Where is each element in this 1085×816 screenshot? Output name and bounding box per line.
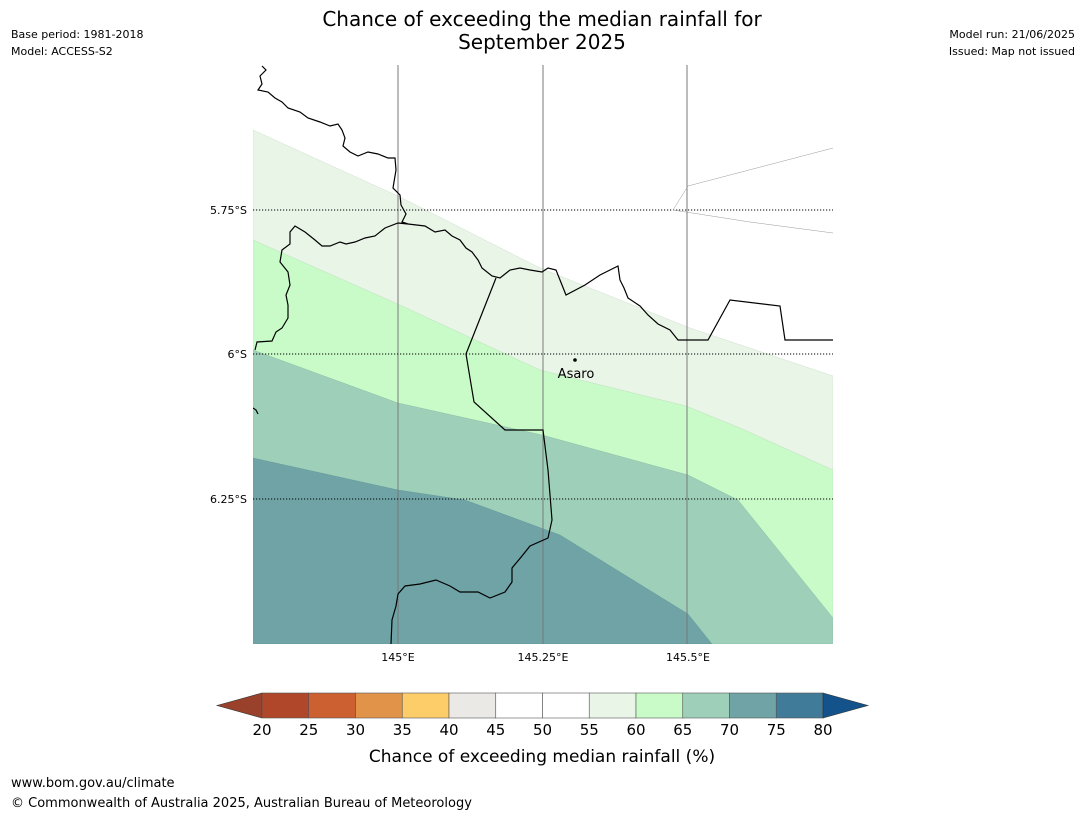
colorbar-tick-label: 55: [580, 721, 599, 739]
colorbar-segment: [495, 692, 543, 719]
model-run-text: Model run: 21/06/2025: [949, 28, 1075, 41]
rainfall-map: Asaro 5.75°S 6°S 6.25°S 145°E 145.25°E 1…: [210, 65, 833, 664]
lon-label-145-25: 145.25°E: [518, 651, 569, 664]
colorbar-tick-label: 45: [486, 721, 505, 739]
colorbar-tick-label: 20: [252, 721, 271, 739]
colorbar-segments: [215, 692, 870, 719]
place-marker: [573, 358, 577, 362]
colorbar-tick-label: 75: [767, 721, 786, 739]
colorbar-tick-label: 30: [346, 721, 365, 739]
colorbar-segment: [308, 692, 356, 719]
base-period-text: Base period: 1981-2018: [11, 28, 144, 41]
lat-label-6-25: 6.25°S: [210, 493, 247, 506]
colorbar-tick-label: 70: [720, 721, 739, 739]
map-title-line2: September 2025: [458, 30, 626, 54]
colorbar-segment: [729, 692, 777, 719]
colorbar-ticks: 20 25 30 35 40 45 50 55 60 65 70 75 80: [252, 721, 832, 739]
meta-right: Model run: 21/06/2025 Issued: Map not is…: [949, 26, 1075, 60]
colorbar-segment: [542, 692, 590, 719]
place-label: Asaro: [558, 367, 595, 382]
colorbar-tick-label: 40: [439, 721, 458, 739]
minor-boundary-line: [672, 147, 833, 211]
lat-label-5-75: 5.75°S: [210, 204, 247, 217]
provincial-boundary-3: [390, 277, 553, 644]
colorbar-segment: [448, 692, 497, 719]
colorbar-extend-high: [822, 692, 870, 719]
colorbar-segment: [588, 692, 637, 719]
footer-url[interactable]: www.bom.gov.au/climate: [11, 776, 175, 791]
colorbar-tick-label: 50: [533, 721, 552, 739]
map-title: Chance of exceeding the median rainfall …: [242, 8, 842, 54]
colorbar-segment: [635, 692, 684, 719]
provincial-boundary-stub: [253, 407, 259, 415]
colorbar-segment: [775, 692, 824, 719]
colorbar-segment: [401, 692, 450, 719]
footer-copyright: © Commonwealth of Australia 2025, Austra…: [11, 796, 472, 811]
colorbar-tick-label: 60: [626, 721, 645, 739]
colorbar-segment: [261, 692, 310, 719]
model-text: Model: ACCESS-S2: [11, 45, 113, 58]
lon-label-145: 145°E: [381, 651, 414, 664]
colorbar-extend-low: [215, 692, 263, 719]
map-area: Asaro: [253, 65, 833, 644]
colorbar-tick-label: 65: [673, 721, 692, 739]
map-title-line1: Chance of exceeding the median rainfall …: [322, 7, 762, 31]
minor-boundary-line-2: [672, 209, 833, 234]
colorbar-label: Chance of exceeding median rainfall (%): [369, 747, 715, 767]
lon-label-145-5: 145.5°E: [666, 651, 710, 664]
band-70-75: [253, 457, 713, 644]
issued-text: Issued: Map not issued: [948, 45, 1075, 58]
colorbar-segment: [355, 692, 403, 719]
provincial-boundary: [254, 65, 409, 351]
colorbar: 20 25 30 35 40 45 50 55 60 65 70 75 80 Chance of exc…: [215, 692, 870, 767]
colorbar-segment: [682, 692, 730, 719]
lat-label-6: 6°S: [228, 348, 247, 361]
provincial-boundary-2: [407, 223, 833, 341]
colorbar-tick-label: 80: [813, 721, 832, 739]
colorbar-tick-label: 35: [393, 721, 412, 739]
colorbar-tick-label: 25: [299, 721, 318, 739]
meta-left: Base period: 1981-2018 Model: ACCESS-S2: [11, 26, 143, 60]
